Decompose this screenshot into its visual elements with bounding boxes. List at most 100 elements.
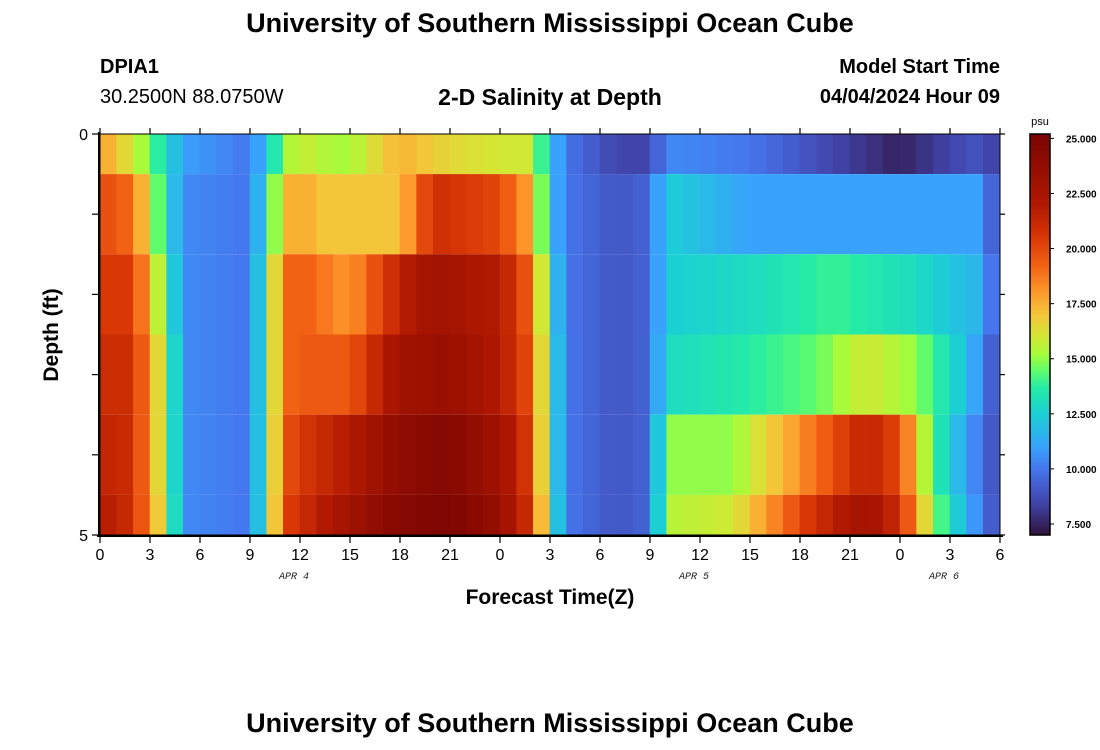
heatmap-cell (333, 134, 351, 175)
heatmap-cell (633, 134, 651, 175)
x-tick-label: 9 (246, 547, 255, 564)
colorbar-segment (1030, 148, 1050, 151)
heatmap-cell (283, 414, 301, 495)
colorbar-segment (1030, 318, 1050, 321)
colorbar-segment (1030, 338, 1050, 342)
colorbar-segment (1030, 144, 1050, 147)
colorbar-segment (1030, 332, 1050, 335)
heatmap-cell (666, 254, 684, 335)
heatmap-cell (716, 174, 734, 255)
colorbar-segment (1030, 156, 1050, 159)
heatmap-cell (299, 494, 317, 535)
colorbar-segment (1030, 470, 1050, 474)
heatmap-cell (649, 134, 667, 175)
heatmap-cell (283, 494, 301, 535)
colorbar-segment (1030, 240, 1050, 243)
heatmap-cell (666, 414, 684, 495)
heatmap-cell (533, 494, 551, 535)
heatmap-cell (833, 174, 851, 255)
colorbar: psu 25.000 22.500 20.000 17.500 15.000 12.500 1… (1029, 116, 1097, 536)
colorbar-tick-label: 22.500 (1066, 189, 1097, 200)
heatmap-cell (949, 414, 967, 495)
heatmap-cell (133, 134, 151, 175)
heatmap-cell (699, 414, 717, 495)
heatmap-cell (799, 134, 817, 175)
heatmap-cell (516, 414, 534, 495)
colorbar-segment (1030, 234, 1050, 237)
colorbar-segment (1030, 224, 1050, 227)
heatmap-cell (749, 334, 767, 415)
colorbar-segment (1030, 348, 1050, 352)
heatmap-cell (933, 414, 951, 495)
heatmap-cell (933, 174, 951, 255)
colorbar-segment (1030, 458, 1050, 462)
heatmap-cell (549, 414, 567, 495)
colorbar-segment (1030, 340, 1050, 344)
colorbar-segment (1030, 160, 1050, 163)
colorbar-segment (1030, 478, 1050, 482)
heatmap-cell (266, 334, 284, 415)
heatmap-cell (816, 334, 834, 415)
heatmap-cell (983, 254, 1001, 335)
heatmap-cell (666, 334, 684, 415)
heatmap-cell (433, 134, 451, 175)
colorbar-segment (1030, 212, 1050, 215)
heatmap-cell (299, 414, 317, 495)
date-label: APR 5 (678, 572, 709, 583)
heatmap-cell (916, 174, 934, 255)
heatmap-cell (583, 494, 601, 535)
heatmap-cell (299, 134, 317, 175)
heatmap-cell (883, 254, 901, 335)
heatmap-cell (433, 174, 451, 255)
x-tick-label: 12 (691, 547, 709, 564)
colorbar-segment (1030, 428, 1050, 432)
heatmap-cell (249, 334, 267, 415)
colorbar-segment (1030, 366, 1050, 370)
colorbar-segment (1030, 386, 1050, 390)
colorbar-segment (1030, 244, 1050, 247)
heatmap-cell (133, 494, 151, 535)
heatmap-cell (499, 254, 517, 335)
colorbar-segment (1030, 364, 1050, 368)
colorbar-tick-label: 10.000 (1066, 465, 1097, 476)
colorbar-segment (1030, 352, 1050, 356)
heatmap-cell (866, 174, 884, 255)
colorbar-segment (1030, 304, 1050, 307)
heatmap-cell (116, 494, 134, 535)
heatmap-cell (366, 174, 384, 255)
heatmap-cell (749, 254, 767, 335)
heatmap-cell (216, 414, 234, 495)
x-tick-label: 0 (496, 547, 505, 564)
heatmap-cell (233, 174, 251, 255)
heatmap-cell (316, 414, 334, 495)
colorbar-segment (1030, 154, 1050, 157)
heatmap-cell (716, 134, 734, 175)
heatmap-cell (249, 134, 267, 175)
heatmap-cell (549, 134, 567, 175)
heatmap-cell (733, 254, 751, 335)
heatmap-cell (849, 174, 867, 255)
colorbar-segment (1030, 344, 1050, 348)
heatmap-cell (783, 134, 801, 175)
colorbar-segment (1030, 376, 1050, 380)
heatmap-cell (283, 134, 301, 175)
colorbar-tick-label: 20.000 (1066, 245, 1097, 256)
heatmap-cell (966, 174, 984, 255)
heatmap-cell (433, 494, 451, 535)
heatmap-cell (566, 134, 584, 175)
heatmap-cell (183, 134, 201, 175)
colorbar-segment (1030, 270, 1050, 273)
colorbar-segment (1030, 140, 1050, 143)
heatmap-cell (683, 134, 701, 175)
model-start-time: 04/04/2024 Hour 09 (819, 86, 1000, 108)
colorbar-segment (1030, 528, 1050, 532)
heatmap-cell (249, 254, 267, 335)
heatmap-cell (749, 494, 767, 535)
colorbar-segment (1030, 496, 1050, 500)
colorbar-segment (1030, 176, 1050, 179)
heatmap-cell (783, 334, 801, 415)
x-tick-label: 6 (596, 547, 605, 564)
colorbar-segment (1030, 272, 1050, 275)
heatmap-cell (733, 414, 751, 495)
colorbar-segment (1030, 326, 1050, 329)
